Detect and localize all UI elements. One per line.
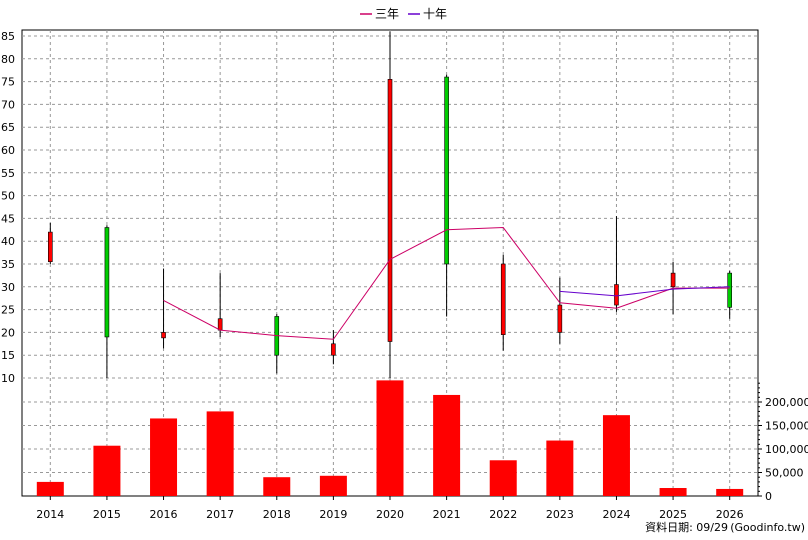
candle-body: [614, 284, 619, 306]
price-tick-label: 75: [1, 76, 15, 89]
series-line: [559, 286, 730, 297]
x-tick-label: 2025: [659, 508, 687, 521]
volume-bar: [433, 394, 461, 496]
price-tick-label: 85: [1, 30, 15, 43]
price-tick-label: 70: [1, 98, 15, 111]
legend: 三年 十年: [360, 7, 447, 21]
x-tick-label: 2023: [546, 508, 574, 521]
price-tick-label: 25: [1, 304, 15, 317]
volume-tick-label: 100,000: [765, 443, 808, 456]
volume-bar: [319, 475, 347, 496]
axes: 10152025303540455055606570758085050,0001…: [1, 30, 808, 521]
x-tick-label: 2024: [602, 508, 630, 521]
x-tick-label: 2015: [93, 508, 121, 521]
x-tick-label: 2022: [489, 508, 517, 521]
candle-body: [670, 272, 676, 288]
volume-bar: [489, 460, 517, 496]
legend-label: 三年: [375, 7, 399, 21]
candle-body: [331, 343, 336, 356]
price-tick-label: 40: [1, 235, 15, 248]
volume-tick-label: 150,000: [765, 420, 808, 433]
price-tick-label: 55: [1, 167, 15, 180]
volume-tick-label: 50,000: [765, 467, 804, 480]
price-tick-label: 60: [1, 144, 15, 157]
series-line: [163, 227, 730, 340]
x-tick-label: 2014: [36, 508, 64, 521]
price-tick-label: 50: [1, 190, 15, 203]
candle-body: [48, 231, 53, 263]
candle-body: [557, 304, 563, 333]
x-tick-label: 2021: [433, 508, 461, 521]
price-tick-label: 65: [1, 121, 15, 134]
volume-bar: [36, 481, 64, 496]
volume-bar: [659, 488, 687, 496]
footer-date-label: 資料日期: 09/29: [645, 520, 728, 534]
volume-bar: [716, 488, 744, 496]
volume-bar: [546, 440, 574, 496]
price-tick-label: 35: [1, 258, 15, 271]
x-tick-label: 2026: [716, 508, 744, 521]
price-tick-label: 15: [1, 349, 15, 362]
volume-tick-label: 0: [765, 490, 772, 503]
legend-label: 十年: [423, 7, 447, 21]
candle-body: [104, 227, 110, 338]
volume-bar: [602, 415, 630, 496]
price-tick-label: 20: [1, 326, 15, 339]
volume-bar: [206, 411, 234, 496]
volume-bar: [93, 445, 121, 496]
candle-body: [161, 332, 166, 339]
volume-bars: [36, 380, 744, 496]
candle-body: [727, 272, 732, 308]
candle-body: [500, 263, 506, 335]
price-tick-label: 30: [1, 281, 15, 294]
moving-average-lines: [163, 227, 730, 340]
x-tick-label: 2019: [319, 508, 347, 521]
price-tick-label: 10: [1, 372, 15, 385]
volume-bar: [376, 380, 404, 496]
price-tick-label: 45: [1, 212, 15, 225]
x-tick-label: 2018: [263, 508, 291, 521]
volume-bar: [150, 418, 178, 496]
x-tick-label: 2020: [376, 508, 404, 521]
x-tick-label: 2016: [150, 508, 178, 521]
candle-body: [387, 79, 393, 342]
price-tick-label: 80: [1, 53, 15, 66]
x-tick-label: 2017: [206, 508, 234, 521]
footer-source-label: (Goodinfo.tw): [730, 521, 805, 534]
candle-body: [444, 76, 449, 265]
candle-body: [217, 318, 223, 331]
volume-bar: [263, 477, 291, 496]
volume-tick-label: 200,000: [765, 396, 808, 409]
